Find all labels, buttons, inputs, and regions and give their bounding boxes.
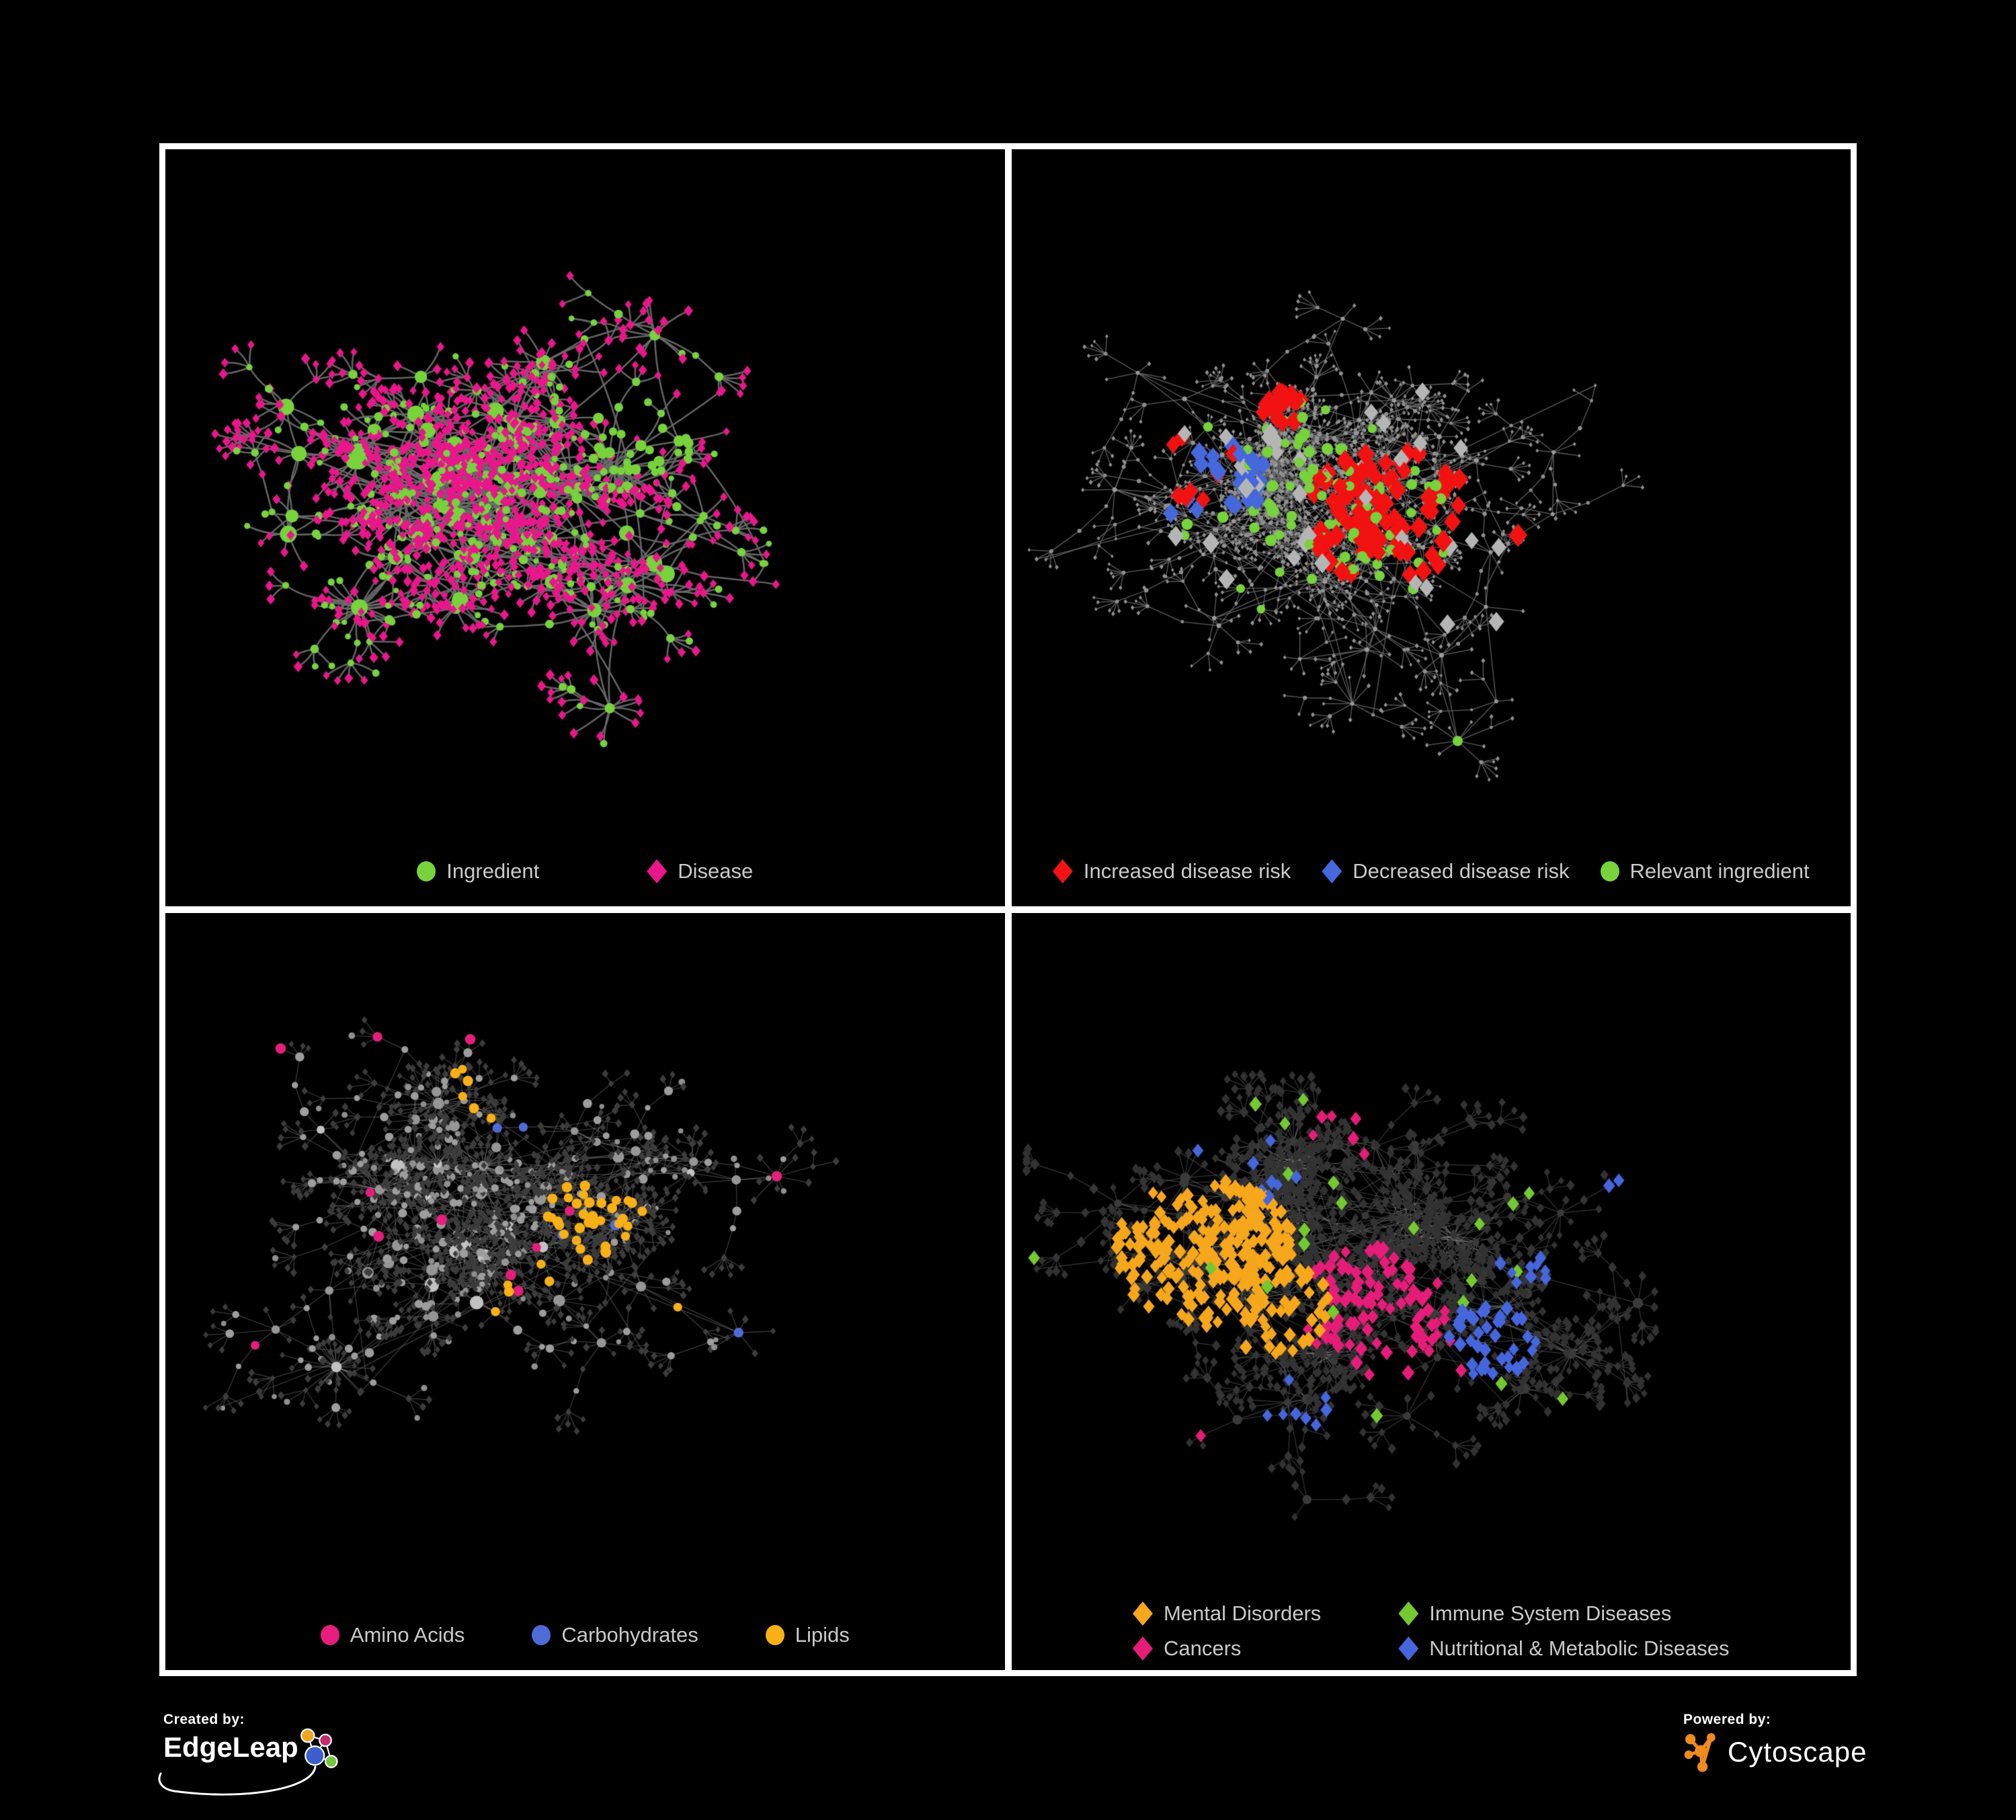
legend-label: Lipids — [795, 1623, 850, 1647]
cytoscape-logo: Cytoscape — [1683, 1731, 1867, 1774]
legend-label: Mental Disorders — [1163, 1601, 1322, 1625]
cytoscape-credit: Powered by: Cytoscape — [1683, 1712, 1867, 1774]
edgeleap-credit: Created by: EdgeLeap — [158, 1712, 338, 1796]
legend-label: Disease — [678, 859, 754, 883]
relevant-ingredient-swatch — [1600, 861, 1619, 881]
lipids-swatch — [765, 1625, 784, 1645]
legend-disease-categories: Mental Disorders Immune System Diseases … — [1012, 1601, 1851, 1661]
legend-item: Nutritional & Metabolic Diseases — [1398, 1636, 1730, 1661]
panel-ingredient-disease: Ingredient Disease — [162, 146, 1008, 910]
amino-acids-swatch — [320, 1625, 339, 1645]
legend-item: Immune System Diseases — [1398, 1601, 1729, 1626]
increased-risk-swatch — [1052, 859, 1073, 883]
cytoscape-logo-icon — [1684, 1733, 1716, 1772]
legend-label: Amino Acids — [350, 1623, 465, 1647]
edgeleap-logo-icon — [300, 1728, 338, 1768]
legend-label: Relevant ingredient — [1629, 859, 1810, 883]
legend-item: Cancers — [1132, 1636, 1321, 1661]
nutritional-metabolic-diseases-swatch — [1398, 1636, 1419, 1661]
network-graph-nutrient-classes — [165, 913, 1004, 1592]
figure-grid: Ingredient Disease Increased disease ris… — [159, 143, 1857, 1676]
legend-nutrient-classes: Amino Acids Carbohydrates Lipids — [165, 1623, 1005, 1647]
legend-label: Immune System Diseases — [1429, 1601, 1672, 1625]
network-graph-ingredient-disease — [165, 149, 1004, 828]
legend-item: Mental Disorders — [1132, 1601, 1322, 1626]
legend-item: Relevant ingredient — [1600, 859, 1810, 883]
legend-item: Decreased disease risk — [1322, 859, 1570, 883]
legend-item: Disease — [647, 859, 753, 883]
legend-disease-risk: Increased disease risk Decreased disease… — [1012, 859, 1851, 883]
ingredient-swatch — [417, 861, 436, 881]
legend-label: Decreased disease risk — [1353, 859, 1570, 883]
legend-label: Ingredient — [446, 859, 540, 883]
legend-label: Carbohydrates — [561, 1623, 698, 1647]
decreased-risk-swatch — [1322, 859, 1342, 883]
legend-item: Increased disease risk — [1052, 859, 1291, 883]
legend-ingredient-disease: Ingredient Disease — [165, 859, 1005, 883]
disease-swatch — [647, 859, 668, 883]
panel-disease-categories: Mental Disorders Immune System Diseases … — [1008, 910, 1854, 1673]
legend-label: Nutritional & Metabolic Diseases — [1429, 1636, 1730, 1660]
legend-label: Increased disease risk — [1083, 859, 1291, 883]
legend-item: Ingredient — [417, 859, 539, 883]
powered-by-label: Powered by: — [1683, 1712, 1771, 1727]
panel-nutrient-classes: Amino Acids Carbohydrates Lipids — [162, 910, 1008, 1673]
cytoscape-wordmark: Cytoscape — [1728, 1736, 1867, 1768]
network-graph-disease-categories — [1011, 913, 1851, 1592]
created-by-label: Created by: — [163, 1712, 245, 1727]
cancers-swatch — [1132, 1636, 1153, 1661]
legend-item: Amino Acids — [320, 1623, 465, 1647]
edgeleap-wordmark: EdgeLeap — [163, 1731, 298, 1763]
immune-system-diseases-swatch — [1398, 1601, 1419, 1626]
legend-label: Cancers — [1163, 1636, 1242, 1660]
network-graph-disease-risk — [1011, 149, 1851, 828]
mental-disorders-swatch — [1132, 1601, 1153, 1626]
legend-item: Carbohydrates — [532, 1623, 698, 1647]
panel-disease-risk: Increased disease risk Decreased disease… — [1008, 146, 1854, 910]
legend-item: Lipids — [765, 1623, 850, 1647]
carbohydrates-swatch — [532, 1625, 551, 1645]
edgeleap-logo: EdgeLeap — [158, 1728, 338, 1796]
